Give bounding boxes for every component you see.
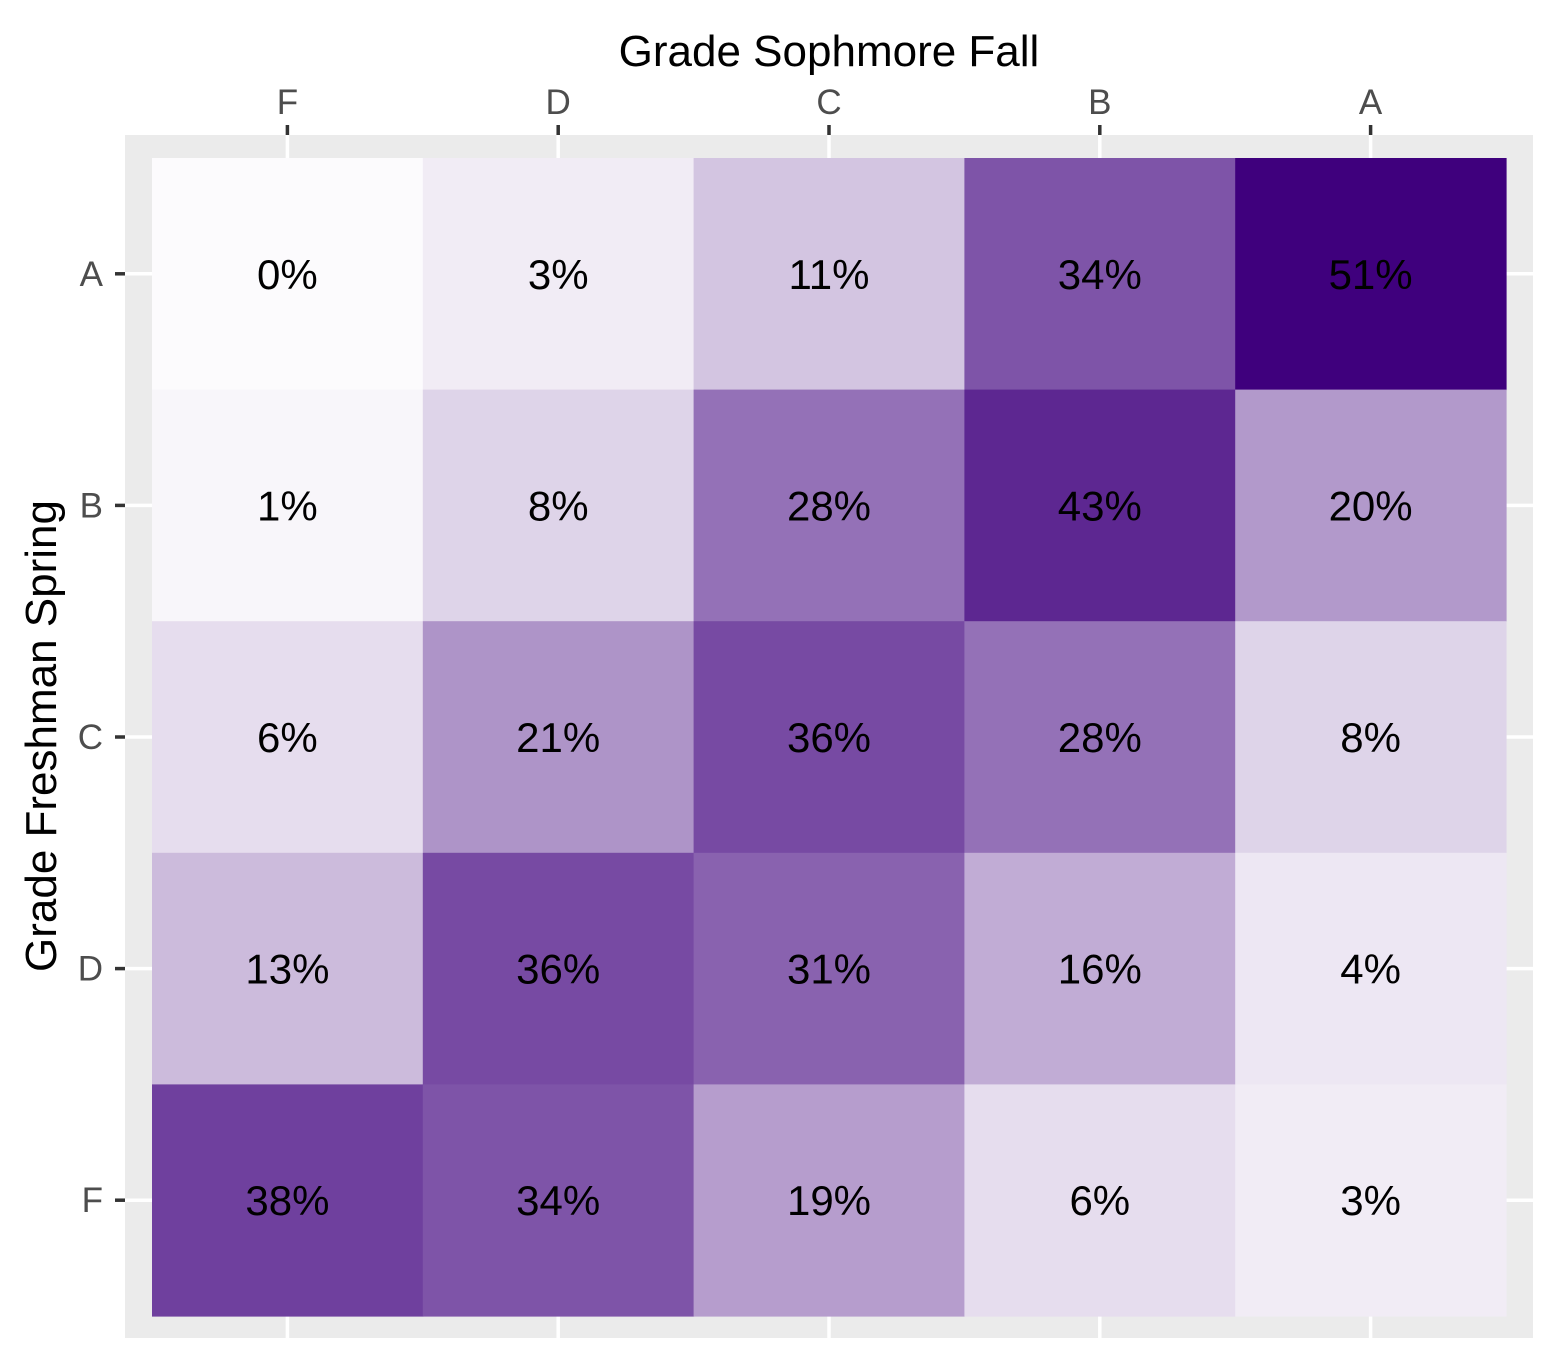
heatmap-cell-D-F	[152, 852, 424, 1085]
cell-label: 16%	[1058, 946, 1142, 993]
cell-label: 4%	[1340, 946, 1401, 993]
x-tick-label: B	[1088, 83, 1111, 122]
cell-label: 36%	[516, 946, 600, 993]
x-axis-title: Grade Sophmore Fall	[619, 27, 1040, 76]
y-tick-label: D	[78, 950, 103, 989]
cell-labels: 0% 3% 11% 34% 51% 1% 8% 28% 43% 20% 6% 21% 36% 28% 8% 1…	[245, 251, 1412, 1224]
heatmap-cell-C-F	[152, 621, 424, 854]
cell-label: 1%	[257, 482, 318, 529]
y-axis-title: Grade Freshman Spring	[17, 500, 66, 972]
heatmap-cell-D-B	[964, 852, 1236, 1085]
x-tick-label: C	[816, 83, 841, 122]
heatmap-cell-C-A	[1235, 621, 1507, 854]
heatmap-cell-B-C	[693, 389, 965, 622]
heatmap-cell-C-C	[693, 621, 965, 854]
cell-label: 20%	[1329, 482, 1413, 529]
cell-label: 36%	[787, 714, 871, 761]
cell-label: 3%	[528, 251, 589, 298]
cell-label: 21%	[516, 714, 600, 761]
cell-label: 34%	[516, 1177, 600, 1224]
heatmap-cell-D-A	[1235, 852, 1507, 1085]
heatmap-cell-F-F	[152, 1084, 424, 1317]
x-tick-label: F	[277, 83, 298, 122]
cell-label: 0%	[257, 251, 318, 298]
cell-label: 43%	[1058, 482, 1142, 529]
x-tick-label: D	[546, 83, 571, 122]
cell-label: 31%	[787, 946, 871, 993]
cell-label: 34%	[1058, 251, 1142, 298]
heatmap-cell-F-D	[422, 1084, 695, 1317]
cell-label: 11%	[789, 251, 870, 298]
heatmap-cell-A-C	[693, 158, 965, 391]
cell-label: 3%	[1340, 1177, 1401, 1224]
cell-label: 13%	[245, 946, 329, 993]
y-axis: A B C D F	[78, 255, 125, 1220]
cell-label: 6%	[257, 714, 318, 761]
cell-label: 8%	[1340, 714, 1401, 761]
heatmap-cells	[152, 158, 1507, 1317]
heatmap-cell-F-B	[964, 1084, 1236, 1317]
heatmap-cell-D-D	[422, 852, 695, 1085]
heatmap-cell-D-C	[693, 852, 965, 1085]
y-tick-label: A	[80, 255, 104, 294]
cell-label: 8%	[528, 482, 589, 529]
heatmap-cell-A-D	[422, 158, 695, 391]
cell-label: 51%	[1329, 251, 1413, 298]
cell-label: 28%	[787, 482, 871, 529]
heatmap-cell-C-B	[964, 621, 1236, 854]
heatmap-cell-B-D	[422, 389, 695, 622]
heatmap-cell-F-C	[693, 1084, 965, 1317]
heatmap-cell-A-B	[964, 158, 1236, 391]
heatmap-cell-A-F	[152, 158, 424, 391]
heatmap-cell-B-A	[1235, 389, 1507, 622]
cell-label: 38%	[245, 1177, 329, 1224]
heatmap-cell-C-D	[422, 621, 695, 854]
heatmap-cell-B-B	[964, 389, 1236, 622]
cell-label: 6%	[1069, 1177, 1130, 1224]
cell-label: 19%	[787, 1177, 871, 1224]
heatmap-cell-A-A	[1235, 158, 1507, 391]
y-tick-label: C	[78, 718, 103, 757]
heatmap-cell-B-F	[152, 389, 424, 622]
heatmap-cell-F-A	[1235, 1084, 1507, 1317]
cell-label: 28%	[1058, 714, 1142, 761]
y-tick-label: F	[82, 1181, 103, 1220]
y-tick-label: B	[80, 486, 103, 525]
x-tick-label: A	[1359, 83, 1383, 122]
